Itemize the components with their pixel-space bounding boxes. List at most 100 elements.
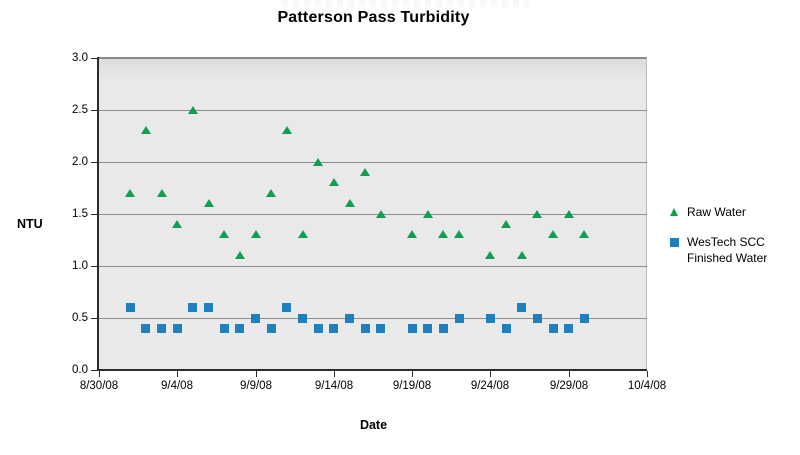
finished-water-point xyxy=(454,313,464,323)
x-tick-mark xyxy=(177,371,178,377)
finished-water-point xyxy=(329,323,339,333)
finished-water-point xyxy=(266,323,276,333)
x-tick-mark xyxy=(647,371,648,377)
legend-entry: Raw Water xyxy=(670,204,798,220)
raw-water-point xyxy=(219,230,230,239)
y-tick-mark xyxy=(91,58,97,59)
y-tick-mark xyxy=(91,266,97,267)
finished-water-point xyxy=(501,323,511,333)
legend-label: WesTech SCC Finished Water xyxy=(687,235,768,265)
finished-water-point xyxy=(407,323,417,333)
gridline-y-0.5 xyxy=(99,318,647,319)
gridline-y-1.5 xyxy=(99,214,647,215)
finished-water-point xyxy=(172,323,182,333)
finished-water-point xyxy=(235,323,245,333)
finished-water-point xyxy=(532,313,542,323)
legend-triangle-icon xyxy=(670,204,687,216)
x-tick-label: 8/30/08 xyxy=(79,380,119,392)
finished-water-point xyxy=(548,323,558,333)
raw-water-point xyxy=(422,209,433,218)
finished-water-point xyxy=(141,323,151,333)
chart-title: Patterson Pass Turbidity xyxy=(277,9,470,26)
finished-water-point xyxy=(157,323,167,333)
x-axis-title: Date xyxy=(359,418,388,432)
y-axis-title: NTU xyxy=(17,217,43,231)
raw-water-point xyxy=(485,251,496,260)
x-tick-mark xyxy=(412,371,413,377)
raw-water-point xyxy=(172,219,183,228)
x-tick-label: 9/4/08 xyxy=(161,380,193,392)
y-tick-label: 2.0 xyxy=(72,156,88,168)
raw-water-point xyxy=(532,209,543,218)
x-tick-label: 10/4/08 xyxy=(627,380,667,392)
raw-water-point xyxy=(140,126,151,135)
raw-water-point xyxy=(501,219,512,228)
y-axis-line xyxy=(97,57,99,371)
finished-water-point xyxy=(219,323,229,333)
raw-water-point xyxy=(266,188,277,197)
finished-water-point xyxy=(188,303,198,313)
x-axis-line xyxy=(97,369,647,371)
x-tick-label: 9/29/08 xyxy=(549,380,589,392)
gridline-y-2.0 xyxy=(99,162,647,163)
x-tick-mark xyxy=(99,371,100,377)
raw-water-point xyxy=(328,178,339,187)
y-tick-label: 2.5 xyxy=(72,104,88,116)
raw-water-point xyxy=(203,199,214,208)
x-tick-label: 9/14/08 xyxy=(314,380,354,392)
finished-water-point xyxy=(517,303,527,313)
raw-water-point xyxy=(125,188,136,197)
raw-water-point xyxy=(250,230,261,239)
y-tick-mark xyxy=(91,370,97,371)
cropped-header-artifact xyxy=(282,0,532,7)
raw-water-point xyxy=(454,230,465,239)
raw-water-point xyxy=(375,209,386,218)
legend-label: Raw Water xyxy=(687,205,746,219)
y-tick-mark xyxy=(91,214,97,215)
y-tick-label: 3.0 xyxy=(72,52,88,64)
x-tick-mark xyxy=(334,371,335,377)
y-tick-label: 0.0 xyxy=(72,364,88,376)
finished-water-point xyxy=(204,303,214,313)
finished-water-point xyxy=(423,323,433,333)
finished-water-point xyxy=(251,313,261,323)
x-tick-label: 9/24/08 xyxy=(470,380,510,392)
legend-entry: WesTech SCC Finished Water xyxy=(670,234,798,266)
finished-water-point xyxy=(298,313,308,323)
y-tick-label: 1.5 xyxy=(72,208,88,220)
raw-water-point xyxy=(563,209,574,218)
finished-water-point xyxy=(282,303,292,313)
y-tick-mark xyxy=(91,110,97,111)
y-tick-label: 0.5 xyxy=(72,312,88,324)
raw-water-point xyxy=(548,230,559,239)
legend: Raw Water WesTech SCC Finished Water xyxy=(670,204,798,280)
raw-water-point xyxy=(344,199,355,208)
raw-water-point xyxy=(516,251,527,260)
raw-water-point xyxy=(407,230,418,239)
raw-water-point xyxy=(234,251,245,260)
finished-water-point xyxy=(313,323,323,333)
finished-water-point xyxy=(345,313,354,323)
gridline-y-1.0 xyxy=(99,266,647,267)
raw-water-point xyxy=(313,157,324,166)
legend-square-icon xyxy=(670,234,687,247)
raw-water-point xyxy=(579,230,590,239)
gridline-y-2.5 xyxy=(99,110,647,111)
y-tick-mark xyxy=(91,162,97,163)
raw-water-point xyxy=(360,167,371,176)
y-tick-mark xyxy=(91,318,97,319)
raw-water-point xyxy=(438,230,449,239)
x-tick-mark xyxy=(569,371,570,377)
raw-water-point xyxy=(281,126,292,135)
x-tick-label: 9/19/08 xyxy=(392,380,432,392)
raw-water-point xyxy=(156,188,167,197)
finished-water-point xyxy=(485,313,495,323)
x-tick-mark xyxy=(256,371,257,377)
x-tick-mark xyxy=(490,371,491,377)
finished-water-point xyxy=(360,323,370,333)
finished-water-point xyxy=(579,313,589,323)
finished-water-point xyxy=(564,323,574,333)
finished-water-point xyxy=(125,303,135,313)
finished-water-point xyxy=(438,323,448,333)
